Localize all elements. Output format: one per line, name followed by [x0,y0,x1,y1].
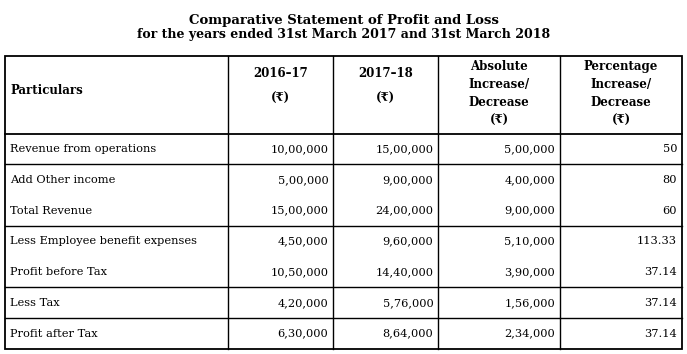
Text: Comparative Statement of Profit and Loss: Comparative Statement of Profit and Loss [188,14,499,27]
Text: Increase/: Increase/ [591,78,652,91]
Text: 14,40,000: 14,40,000 [375,267,433,277]
Text: 4,00,000: 4,00,000 [504,175,555,185]
Text: Particulars: Particulars [10,85,82,97]
Text: 24,00,000: 24,00,000 [375,206,433,216]
Text: 10,50,000: 10,50,000 [271,267,328,277]
Text: 10,00,000: 10,00,000 [271,144,328,154]
Text: Percentage: Percentage [584,60,658,73]
Text: Add Other income: Add Other income [10,175,115,185]
Text: Profit after Tax: Profit after Tax [10,329,98,339]
Text: 37.14: 37.14 [644,298,677,308]
Text: (₹): (₹) [376,92,396,105]
Text: 80: 80 [662,175,677,185]
Text: 6,30,000: 6,30,000 [278,329,328,339]
Text: Decrease: Decrease [469,96,530,109]
Text: 50: 50 [662,144,677,154]
Text: Decrease: Decrease [591,96,651,109]
Text: 2016–17: 2016–17 [254,67,308,80]
Text: 5,76,000: 5,76,000 [383,298,433,308]
Text: 5,00,000: 5,00,000 [278,175,328,185]
Text: 15,00,000: 15,00,000 [375,144,433,154]
Text: 37.14: 37.14 [644,267,677,277]
Text: 37.14: 37.14 [644,329,677,339]
Text: 3,90,000: 3,90,000 [504,267,555,277]
Text: Less Employee benefit expenses: Less Employee benefit expenses [10,236,197,246]
Text: 15,00,000: 15,00,000 [271,206,328,216]
Text: 1,56,000: 1,56,000 [504,298,555,308]
Text: Absolute: Absolute [471,60,528,73]
Text: 9,00,000: 9,00,000 [383,175,433,185]
Text: 9,00,000: 9,00,000 [504,206,555,216]
Text: 4,20,000: 4,20,000 [278,298,328,308]
Text: 5,10,000: 5,10,000 [504,236,555,246]
Text: Total Revenue: Total Revenue [10,206,92,216]
Text: (₹): (₹) [611,114,631,127]
Text: Less Tax: Less Tax [10,298,60,308]
Text: (₹): (₹) [271,92,291,105]
Text: 5,00,000: 5,00,000 [504,144,555,154]
Text: 2,34,000: 2,34,000 [504,329,555,339]
Text: Increase/: Increase/ [469,78,530,91]
Text: Revenue from operations: Revenue from operations [10,144,156,154]
Text: 113.33: 113.33 [637,236,677,246]
Text: 2017–18: 2017–18 [359,67,413,80]
Text: 4,50,000: 4,50,000 [278,236,328,246]
Text: 8,64,000: 8,64,000 [383,329,433,339]
Text: 60: 60 [662,206,677,216]
Text: for the years ended 31st March 2017 and 31st March 2018: for the years ended 31st March 2017 and … [137,28,550,41]
Text: 9,60,000: 9,60,000 [383,236,433,246]
Text: (₹): (₹) [490,114,509,127]
Bar [5,56,682,349]
Text: Profit before Tax: Profit before Tax [10,267,107,277]
